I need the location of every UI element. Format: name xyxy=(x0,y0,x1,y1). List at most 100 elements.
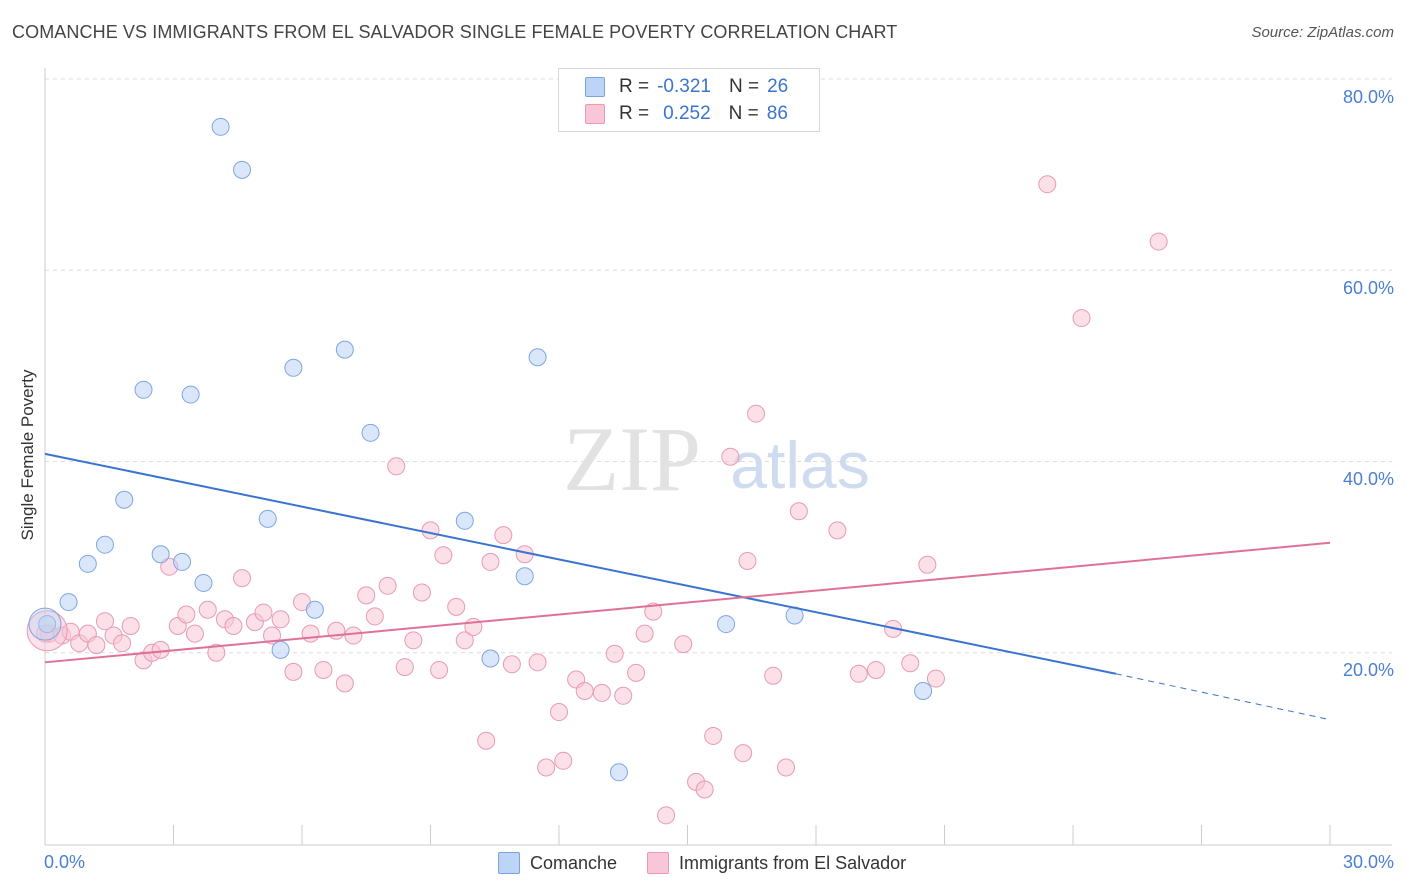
correlation-legend: R = -0.321 N = 26 R = 0.252 N = 86 xyxy=(558,68,820,132)
el-salvador-point xyxy=(224,616,243,635)
comanche-point xyxy=(194,573,213,592)
comanche-point xyxy=(211,117,230,136)
el-salvador-point xyxy=(657,806,676,825)
comanche-point xyxy=(181,385,200,404)
el-salvador-point xyxy=(254,603,273,622)
el-salvador-point xyxy=(644,602,663,621)
el-salvador-point xyxy=(695,780,714,799)
comanche-point xyxy=(515,567,534,586)
el-salvador-point xyxy=(494,526,513,545)
el-salvador-point xyxy=(412,583,431,602)
y-tick-label: 20.0% xyxy=(1342,660,1394,680)
axes xyxy=(44,68,1392,846)
el-salvador-point xyxy=(198,600,217,619)
legend-item-el-salvador[interactable]: Immigrants from El Salvador xyxy=(647,852,906,874)
el-salvador-point xyxy=(1072,309,1091,328)
el-salvador-point xyxy=(627,663,646,682)
x-tick-label: 30.0% xyxy=(1342,852,1394,872)
comanche-swatch xyxy=(498,852,520,874)
comanche-point xyxy=(361,423,380,442)
source-label: Source: ZipAtlas.com xyxy=(1251,24,1394,41)
el-salvador-point xyxy=(926,669,945,688)
el-salvador-point xyxy=(434,546,453,565)
el-salvador-point xyxy=(430,660,449,679)
el-salvador-point xyxy=(918,555,937,574)
comanche-point xyxy=(173,552,192,571)
el-salvador-point xyxy=(789,502,808,521)
r-value: -0.321 xyxy=(657,76,711,97)
watermark: ZIP atlas xyxy=(563,408,870,510)
el-salvador-point xyxy=(404,631,423,650)
legend-label: Immigrants from El Salvador xyxy=(679,852,907,873)
el-salvador-swatch xyxy=(585,104,605,124)
el-salvador-point xyxy=(185,624,204,643)
el-salvador-point xyxy=(849,664,868,683)
el-salvador-point xyxy=(528,653,547,672)
el-salvador-point xyxy=(777,758,796,777)
el-salvador-point xyxy=(365,607,384,626)
el-salvador-point xyxy=(177,605,196,624)
el-salvador-point xyxy=(674,635,693,654)
el-salvador-point xyxy=(121,616,140,635)
el-salvador-point xyxy=(477,731,496,750)
x-tick-label: 0.0% xyxy=(44,852,86,872)
comanche-point xyxy=(455,511,474,530)
el-salvador-point xyxy=(721,447,740,466)
comanche-point xyxy=(481,649,500,668)
comanche-point xyxy=(59,593,78,612)
legend-row-comanche: R = -0.321 N = 26 xyxy=(585,75,788,99)
chart-title: COMANCHE VS IMMIGRANTS FROM EL SALVADOR … xyxy=(12,22,898,42)
n-value: 26 xyxy=(767,76,789,97)
comanche-point xyxy=(717,615,736,634)
y-tick-label: 80.0% xyxy=(1342,87,1394,107)
el-salvador-point xyxy=(554,751,573,770)
el-salvador-point xyxy=(502,655,521,674)
el-salvador-point xyxy=(738,551,757,570)
el-salvador-point xyxy=(233,569,252,588)
el-salvador-point xyxy=(575,682,594,700)
r-value: 0.252 xyxy=(663,103,711,124)
series-comanche xyxy=(28,117,933,782)
el-salvador-point xyxy=(764,666,783,685)
el-salvador-point xyxy=(455,631,474,650)
el-salvador-point xyxy=(447,597,466,616)
el-salvador-point xyxy=(828,521,847,540)
watermark-atlas: atlas xyxy=(730,428,869,502)
el-salvador-point xyxy=(866,660,885,679)
watermark-zip: ZIP xyxy=(563,408,701,510)
el-salvador-point xyxy=(357,586,376,605)
comanche-point xyxy=(271,640,290,659)
el-salvador-point xyxy=(263,626,282,645)
comanche-point-large xyxy=(28,607,62,641)
y-tick-label: 60.0% xyxy=(1342,278,1394,298)
comanche-trend-line xyxy=(44,452,1117,675)
el-salvador-swatch xyxy=(647,852,670,874)
el-salvador-point xyxy=(151,640,170,659)
el-salvador-point xyxy=(113,634,132,653)
comanche-point xyxy=(38,615,57,634)
el-salvador-point xyxy=(87,636,106,655)
comanche-point xyxy=(233,160,252,179)
y-tick-label: 40.0% xyxy=(1342,469,1394,489)
el-salvador-point xyxy=(207,643,226,662)
comanche-point xyxy=(335,340,354,359)
comanche-swatch xyxy=(585,77,605,97)
grid-lines xyxy=(45,78,1392,654)
el-salvador-point xyxy=(344,626,363,645)
el-salvador-point xyxy=(395,658,414,677)
comanche-point xyxy=(115,490,134,509)
comanche-trend-extension xyxy=(1115,673,1331,721)
el-salvador-point xyxy=(421,521,440,540)
el-salvador-point xyxy=(704,726,723,745)
r-label: R = xyxy=(619,103,650,124)
y-axis-label: Single Female Poverty xyxy=(18,369,37,541)
el-salvador-point xyxy=(635,624,654,643)
legend-item-comanche[interactable]: Comanche xyxy=(498,852,617,874)
el-salvador-point xyxy=(335,674,354,693)
comanche-point xyxy=(95,535,114,554)
el-salvador-point xyxy=(614,686,633,705)
legend-label: Comanche xyxy=(530,852,618,873)
n-label: N = xyxy=(728,76,760,97)
el-salvador-point xyxy=(747,404,766,423)
el-salvador-point xyxy=(271,610,290,629)
